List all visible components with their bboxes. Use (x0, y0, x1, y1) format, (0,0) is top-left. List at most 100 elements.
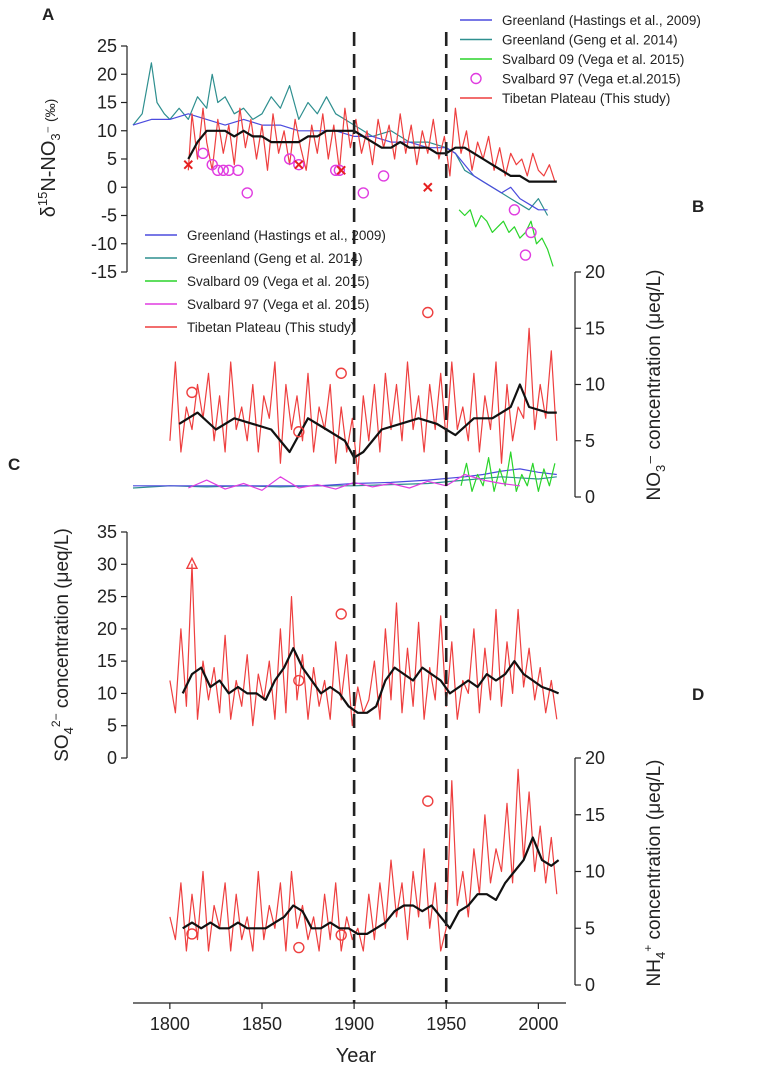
svalbard97-point (525, 226, 537, 239)
y-tick-label: 25 (97, 36, 117, 56)
y-tick-label: 10 (585, 375, 605, 395)
open-circle-point (335, 929, 347, 941)
y-tick-label: 0 (107, 177, 117, 197)
svalbard97-point (217, 164, 229, 177)
y-tick-label: 20 (97, 64, 117, 84)
reference-lines-layer (352, 32, 448, 1003)
y-tick-label: 20 (585, 748, 605, 768)
legend-entry-tibet-b: Tibetan Plateau (This study) (145, 320, 355, 335)
y-tick-label: 15 (97, 651, 117, 671)
star-marker (294, 159, 304, 170)
legend-label: Greenland (Hastings et al., 2009) (187, 228, 386, 243)
svalbard97-point (283, 153, 296, 165)
y-tick-label: 0 (585, 975, 595, 995)
legend-layer: Greenland (Hastings et al., 2009) Greenla… (145, 13, 701, 335)
y-tick-label: 25 (97, 587, 117, 607)
star-stroke (423, 182, 433, 192)
legend-label: Svalbard 09 (Vega et al. 2015) (502, 52, 684, 67)
open-circle-point (422, 795, 434, 807)
legend-entry-greenland-geng-top: Greenland (Geng et al. 2014) (460, 33, 678, 48)
open-circle-point (293, 674, 305, 687)
series-layer (132, 62, 560, 952)
legend-label: Svalbard 97 (Vega et al. 2015) (187, 297, 369, 312)
legend-entry-svalbard97-top: Svalbard 97 (Vega et.al.2015) (470, 72, 681, 87)
svalbard97-point (232, 164, 244, 177)
y-axis-title-c: SO42− concentration (μeq/L) (49, 528, 76, 762)
y-tick-label: -5 (101, 206, 117, 226)
x-tick-label: 1850 (242, 1014, 282, 1034)
y-tick-label: 5 (585, 918, 595, 938)
y-tick-label: 5 (107, 716, 117, 736)
y-tick-label: 10 (97, 683, 117, 703)
legend-entry-greenland-geng-b: Greenland (Geng et al. 2014) (145, 251, 363, 266)
y-tick-label: -15 (91, 262, 117, 282)
y-tick-label: 20 (585, 262, 605, 282)
legend-label: Greenland (Geng et al. 2014) (502, 33, 678, 48)
legend-label: Greenland (Hastings et al., 2009) (502, 13, 701, 28)
star-stroke (294, 159, 304, 170)
legend-entry-svalbard09-top: Svalbard 09 (Vega et al. 2015) (460, 52, 684, 67)
legend-entry-tibet-top: Tibetan Plateau (This study) (460, 91, 670, 106)
open-circle-point (422, 306, 434, 319)
y-tick-label: -10 (91, 234, 117, 254)
y-tick-label: 10 (97, 121, 117, 141)
legend-label: Svalbard 97 (Vega et.al.2015) (502, 72, 681, 87)
legend-marker (470, 72, 482, 85)
panel-label-a: A (42, 5, 54, 24)
panel-label-b: B (692, 197, 704, 216)
y-tick-label: 15 (585, 805, 605, 825)
y-tick-label: 0 (107, 748, 117, 768)
x-axis-title: Year (336, 1045, 377, 1067)
open-circle-point (293, 426, 305, 438)
legend-label: Tibetan Plateau (This study) (502, 91, 670, 106)
y-axis-title-b: NO3⁻ concentration (μeq/L) (644, 270, 668, 501)
markers-layer (183, 147, 537, 954)
panel-label-c: C (8, 455, 20, 474)
panel-label-d: D (692, 685, 704, 704)
svalbard97-point (223, 164, 235, 177)
star-marker (423, 182, 433, 192)
open-circle-point (186, 928, 198, 940)
series-line-mean-b (178, 383, 557, 459)
legend-label: Tibetan Plateau (This study) (187, 320, 355, 335)
y-tick-label: 0 (585, 487, 595, 507)
y-axis-title-a: δ15N-NO3⁻ (‰) (35, 99, 63, 218)
legend-label: Greenland (Geng et al. 2014) (187, 251, 363, 266)
star-marker (336, 165, 346, 176)
open-circle-point (186, 386, 198, 399)
y-tick-label: 15 (97, 93, 117, 113)
star-stroke (336, 165, 346, 176)
open-circle-point (293, 941, 305, 954)
series-line-tibet-d (169, 768, 558, 952)
svalbard97-point (333, 164, 346, 177)
triangle-point (185, 556, 199, 569)
series-line-tibet-c (169, 563, 558, 727)
y-tick-label: 5 (107, 149, 117, 169)
open-circle-point (335, 367, 347, 379)
y-axis-title-d: NH4+ concentration (μeq/L) (641, 760, 668, 987)
svalbard97-point (519, 249, 532, 261)
svalbard97-point (197, 147, 209, 160)
y-tick-label: 20 (97, 619, 117, 639)
svalbard97-point (293, 158, 305, 171)
y-tick-label: 5 (585, 431, 595, 451)
svalbard97-point (357, 187, 370, 199)
svalbard97-point (508, 204, 521, 216)
x-tick-label: 1900 (334, 1014, 374, 1034)
y-tick-label: 30 (97, 554, 117, 574)
legend-entry-svalbard09-b: Svalbard 09 (Vega et al. 2015) (145, 274, 369, 289)
legend-entry-greenland-hastings-b: Greenland (Hastings et al., 2009) (145, 228, 386, 243)
x-tick-label: 1800 (150, 1014, 190, 1034)
x-tick-label: 1950 (426, 1014, 466, 1034)
series-line-mean-c (181, 647, 560, 714)
svalbard97-point (241, 187, 253, 199)
legend-entry-greenland-hastings-top: Greenland (Hastings et al., 2009) (460, 13, 701, 28)
axes-layer: 25 20 15 10 5 0 -5 -10 -15 20 15 10 5 0 35 30 25 20 15 10 5 0… (91, 36, 605, 1034)
series-line-tibet-b (169, 327, 558, 476)
series-line-svalbard09-a (458, 209, 554, 267)
legend-label: Svalbard 09 (Vega et al. 2015) (187, 274, 369, 289)
y-tick-label: 15 (585, 318, 605, 338)
series-line-mean-d (182, 836, 560, 936)
open-circle-point (335, 608, 347, 620)
